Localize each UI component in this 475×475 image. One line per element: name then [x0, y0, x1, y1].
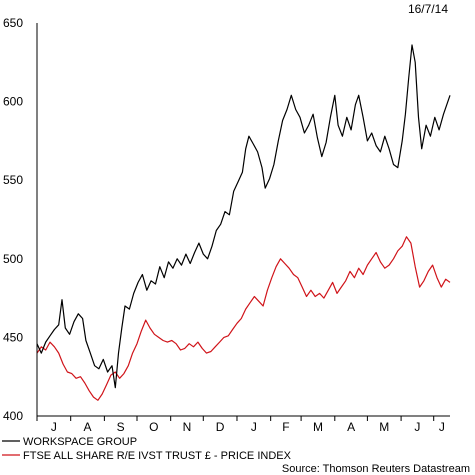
source-note: Source: Thomson Reuters Datastream	[282, 463, 470, 475]
series-line-workspace	[36, 44, 451, 389]
x-tick-label: J	[251, 420, 257, 434]
y-tick-label: 400	[3, 409, 23, 423]
x-tick-label: D	[216, 420, 225, 434]
x-tick-label: A	[347, 420, 355, 434]
y-tick-label: 550	[3, 173, 23, 187]
x-tick-label: J	[439, 420, 445, 434]
x-tick-label: J	[51, 420, 57, 434]
x-tick-label: O	[149, 420, 158, 434]
legend-label-workspace: WORKSPACE GROUP	[23, 436, 137, 448]
y-tick-label: 450	[3, 330, 23, 344]
x-tick-label: N	[183, 420, 192, 434]
y-axis-ticks: 400 450 500 550 600 650	[3, 16, 23, 423]
x-tick-label: S	[117, 420, 125, 434]
y-tick-label: 650	[3, 16, 23, 30]
date-label: 16/7/14	[408, 2, 448, 16]
x-tick-label: M	[313, 420, 323, 434]
x-tick-label: M	[379, 420, 389, 434]
x-tick-label: J	[414, 420, 420, 434]
series-line-ftse	[36, 236, 451, 401]
x-tick-label: F	[282, 420, 289, 434]
series-lines	[36, 44, 451, 401]
y-tick-label: 600	[3, 95, 23, 109]
x-tick-label: A	[84, 420, 92, 434]
legend-label-ftse: FTSE ALL SHARE R/E IVST TRUST £ - PRICE …	[23, 450, 292, 462]
legend: WORKSPACE GROUP FTSE ALL SHARE R/E IVST …	[2, 436, 292, 462]
y-tick-label: 500	[3, 252, 23, 266]
